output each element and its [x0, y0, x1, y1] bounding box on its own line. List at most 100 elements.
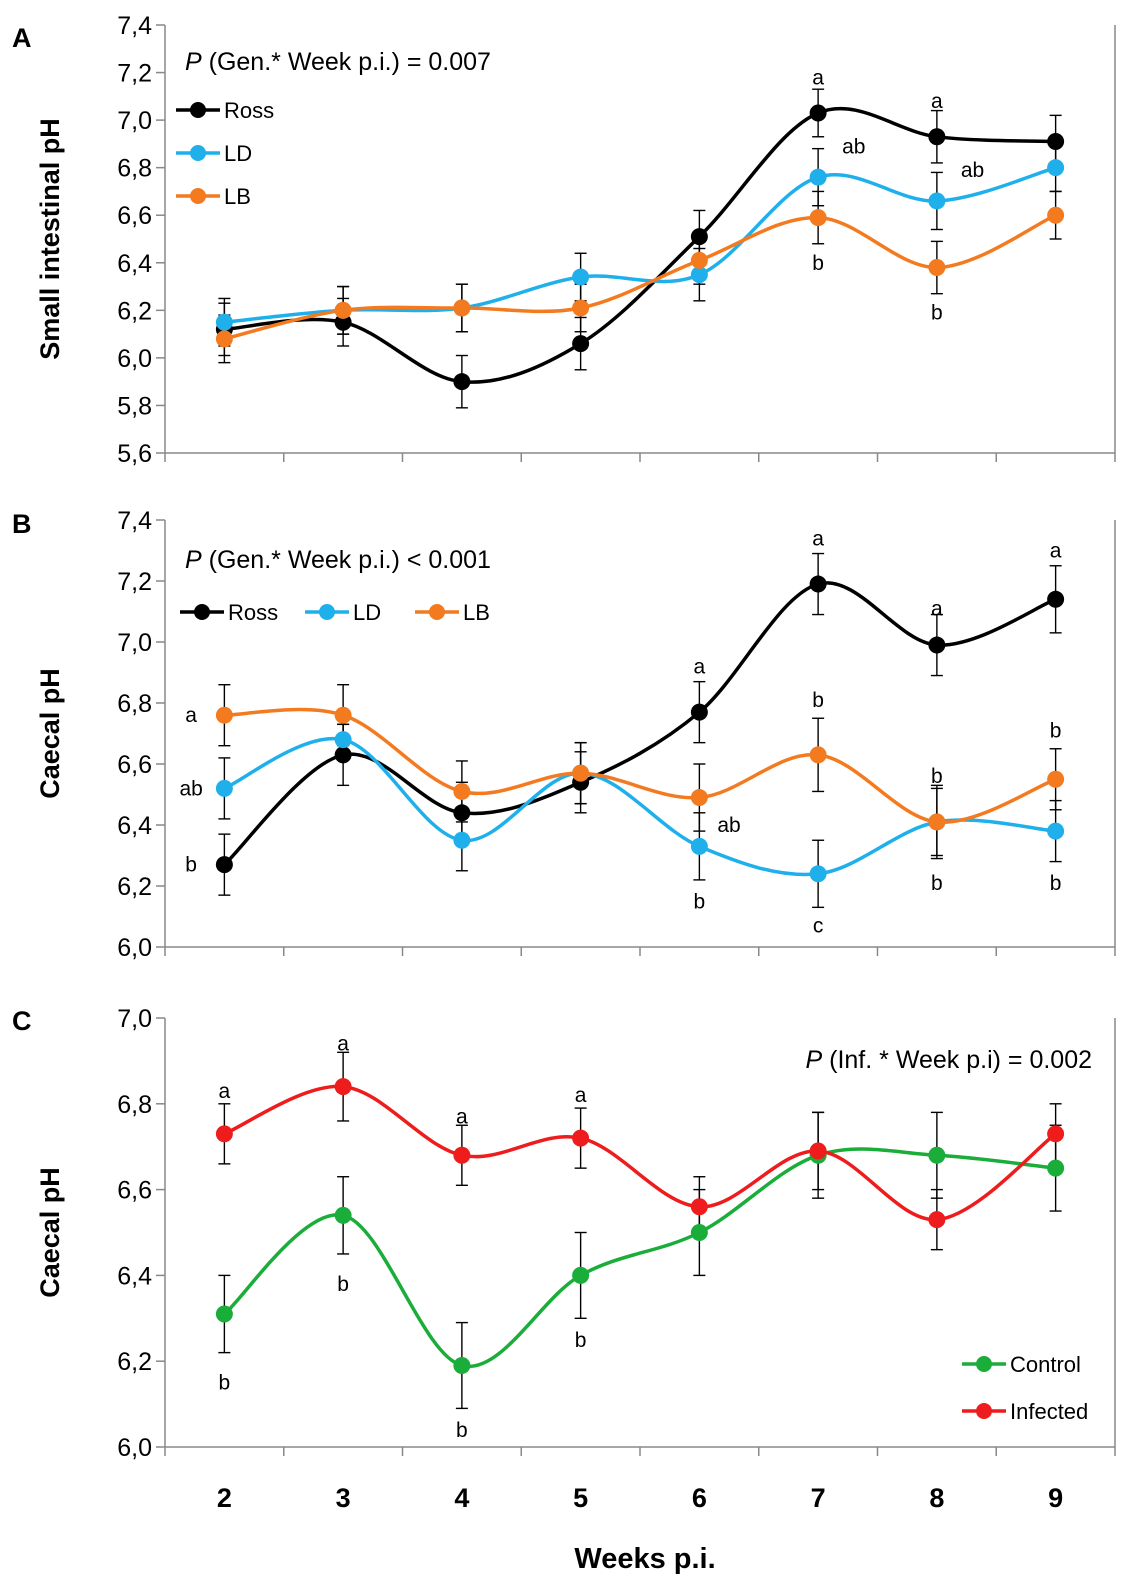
y-tick-label: 6,8	[117, 1091, 152, 1119]
y-tick-label: 6,4	[117, 1262, 152, 1290]
data-point-ld	[690, 266, 708, 284]
data-point-infected	[572, 1129, 590, 1147]
data-point-infected	[809, 1142, 827, 1160]
data-point-ld	[215, 779, 233, 797]
significance-letter: b	[931, 765, 943, 788]
y-tick-label: 5,6	[117, 440, 152, 468]
data-point-ross	[334, 313, 352, 331]
data-point-control	[572, 1266, 590, 1284]
data-point-lb	[334, 706, 352, 724]
data-point-ld	[1047, 822, 1065, 840]
data-point-lb	[572, 764, 590, 782]
data-point-ross	[928, 128, 946, 146]
significance-letter: b	[812, 252, 824, 275]
legend-swatch-marker	[194, 604, 210, 620]
y-tick-label: 5,8	[117, 392, 152, 420]
legend-label: LD	[353, 600, 381, 625]
significance-letter: b	[1050, 719, 1062, 742]
significance-letter: a	[337, 1033, 349, 1056]
x-tick-label: 7	[811, 1483, 826, 1513]
series-line-lb	[223, 213, 1057, 341]
data-point-lb	[453, 299, 471, 317]
significance-letter: a	[812, 66, 824, 89]
x-axis-label: Weeks p.i.	[574, 1543, 715, 1575]
significance-letter: b	[931, 872, 943, 895]
legend-swatch-marker	[976, 1356, 992, 1372]
legend-label: LB	[224, 184, 251, 209]
y-tick-label: 6,6	[117, 202, 152, 230]
data-point-infected	[690, 1198, 708, 1216]
y-tick-label: 6,0	[117, 345, 152, 373]
p-value-italic: P	[185, 48, 202, 76]
p-value-annotation: P (Gen.* Week p.i.) = 0.007	[185, 48, 491, 76]
y-axis-label: Caecal pH	[35, 668, 65, 799]
series-line-ld	[223, 736, 1056, 877]
data-point-control	[334, 1206, 352, 1224]
significance-letter: a	[931, 90, 943, 113]
data-point-lb	[1047, 206, 1065, 224]
data-point-ld	[690, 837, 708, 855]
significance-letter: b	[185, 854, 197, 877]
y-tick-label: 6,4	[117, 812, 152, 840]
series-line-lb	[224, 707, 1057, 824]
data-point-ross	[690, 228, 708, 246]
data-point-ross	[334, 746, 352, 764]
significance-letter: a	[185, 704, 197, 727]
data-point-ld	[215, 313, 233, 331]
y-axis-label: Caecal pH	[35, 1167, 65, 1298]
data-point-infected	[334, 1078, 352, 1096]
p-value-annotation: P (Gen.* Week p.i.) < 0.001	[185, 546, 491, 574]
data-point-control	[690, 1224, 708, 1241]
data-point-lb	[690, 789, 708, 807]
y-tick-label: 6,8	[117, 690, 152, 718]
legend-swatch-marker	[190, 102, 206, 118]
data-point-ross	[215, 856, 233, 874]
data-point-ld	[572, 268, 590, 286]
significance-letter: b	[694, 890, 706, 913]
significance-letter: a	[812, 527, 824, 550]
data-point-lb	[690, 251, 708, 269]
data-point-infected	[453, 1146, 471, 1164]
data-point-ld	[809, 865, 827, 883]
significance-letter: b	[337, 1273, 349, 1296]
data-point-ross	[690, 703, 708, 721]
data-point-control	[453, 1356, 471, 1374]
data-point-lb	[928, 813, 946, 831]
p-value-text: (Gen.* Week p.i.) = 0.007	[202, 48, 491, 76]
significance-letter: b	[575, 1329, 587, 1352]
legend-label: Control	[1010, 1352, 1081, 1377]
significance-letter: ab	[961, 159, 984, 182]
data-point-lb	[215, 330, 233, 348]
significance-letter: a	[219, 1080, 231, 1103]
y-tick-label: 6,6	[117, 1177, 152, 1205]
y-tick-label: 6,2	[117, 873, 152, 901]
data-point-ross	[809, 575, 827, 593]
legend-label: LB	[463, 600, 490, 625]
panel-letter: C	[12, 1006, 32, 1036]
data-point-lb	[928, 259, 946, 277]
series-line-infected	[223, 1084, 1057, 1222]
data-point-ld	[453, 831, 471, 849]
data-point-control	[928, 1146, 946, 1164]
data-point-ross	[1047, 590, 1065, 608]
data-point-lb	[572, 299, 590, 317]
significance-letter: a	[1050, 540, 1062, 563]
series-line-ross	[224, 106, 1056, 384]
significance-letter: ab	[179, 777, 202, 800]
data-point-ld	[928, 192, 946, 210]
x-tick-label: 3	[336, 1483, 351, 1513]
y-tick-label: 7,2	[117, 568, 152, 596]
significance-letter: ab	[717, 814, 740, 837]
data-point-ld	[334, 731, 352, 749]
data-point-infected	[215, 1125, 233, 1143]
significance-letter: a	[456, 1106, 468, 1129]
significance-letter: b	[219, 1372, 231, 1395]
data-point-ld	[809, 168, 827, 186]
legend-swatch-marker	[190, 188, 206, 204]
y-tick-label: 6,0	[117, 1434, 152, 1462]
data-point-infected	[1047, 1125, 1065, 1143]
significance-letter: a	[931, 597, 943, 620]
y-axis-label: Small intestinal pH	[35, 118, 65, 360]
p-value-italic: P	[806, 1046, 823, 1074]
